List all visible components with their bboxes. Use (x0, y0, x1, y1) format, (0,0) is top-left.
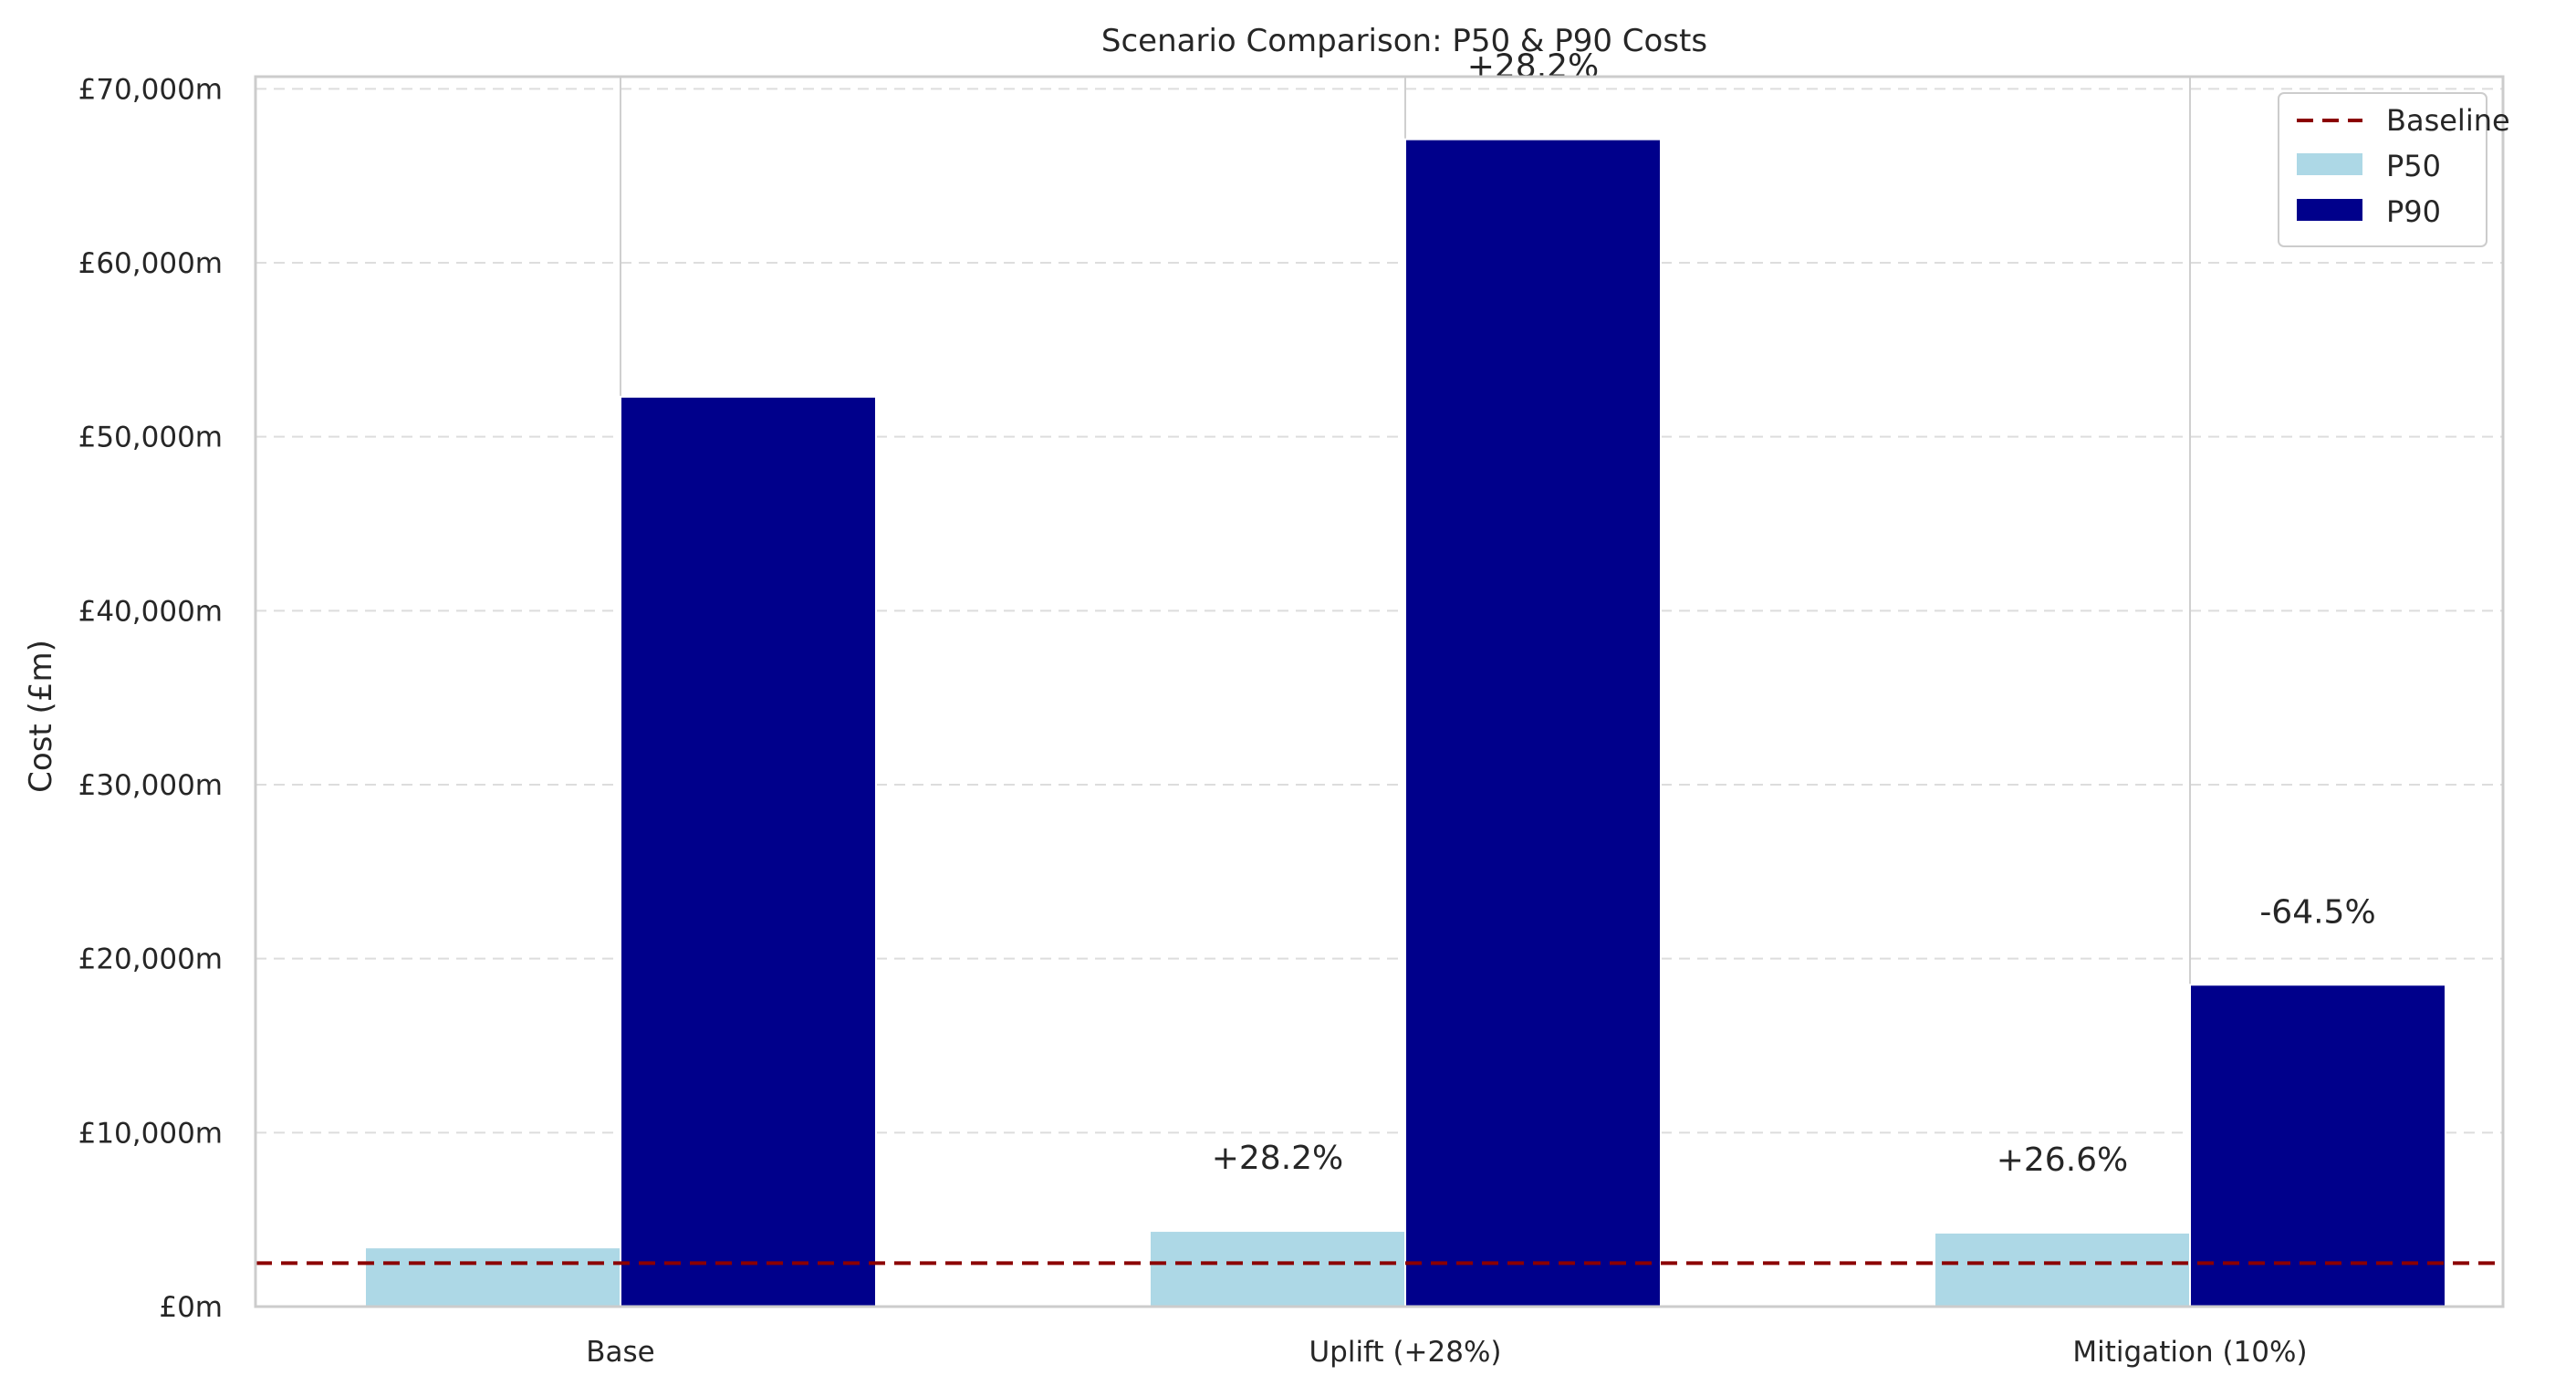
y-axis-label: Cost (£m) (23, 640, 59, 793)
y-tick-label: £30,000m (78, 769, 223, 802)
bar-p90-2 (2189, 984, 2446, 1307)
legend-swatch-p50 (2297, 153, 2362, 175)
annotations: +28.2% +28.2% +26.6% -64.5% (1212, 48, 2376, 1179)
x-tick-label: Base (586, 1336, 655, 1369)
y-tick-label: £50,000m (78, 422, 223, 454)
axes: £0m £10,000m £20,000m £30,000m £40,000m £50,0… (78, 73, 2505, 1369)
annotation-label: -64.5% (2259, 893, 2375, 931)
y-tick-label: £20,000m (78, 943, 223, 976)
x-tick-label: Mitigation (10%) (2072, 1336, 2307, 1369)
legend-label-p90: P90 (2386, 194, 2441, 229)
bar-p90-0 (620, 395, 877, 1308)
bar-p50-0 (364, 1246, 621, 1307)
plot-frame (254, 75, 2505, 1308)
bar-p50-1 (1149, 1230, 1406, 1307)
bar-p50-2 (1934, 1231, 2191, 1307)
y-tick-label: £40,000m (78, 595, 223, 628)
legend-swatch-p90 (2297, 199, 2362, 221)
annotation-label: +28.2% (1467, 48, 1600, 86)
annotation-label: +28.2% (1212, 1140, 1344, 1177)
legend-label-baseline: Baseline (2386, 103, 2510, 138)
bars (364, 138, 2446, 1308)
y-tick-label: £70,000m (78, 73, 223, 106)
legend-label-p50: P50 (2386, 149, 2441, 183)
legend: Baseline P50 P90 (2278, 92, 2510, 247)
bar-p90-1 (1404, 138, 1662, 1308)
x-tick-label: Uplift (+28%) (1309, 1336, 1501, 1369)
y-tick-label: £10,000m (78, 1117, 223, 1150)
chart-title: Scenario Comparison: P50 & P90 Costs (1101, 23, 1707, 59)
y-tick-label: £60,000m (78, 247, 223, 280)
annotation-label: +26.6% (1997, 1141, 2129, 1179)
y-tick-label: £0m (159, 1291, 223, 1324)
